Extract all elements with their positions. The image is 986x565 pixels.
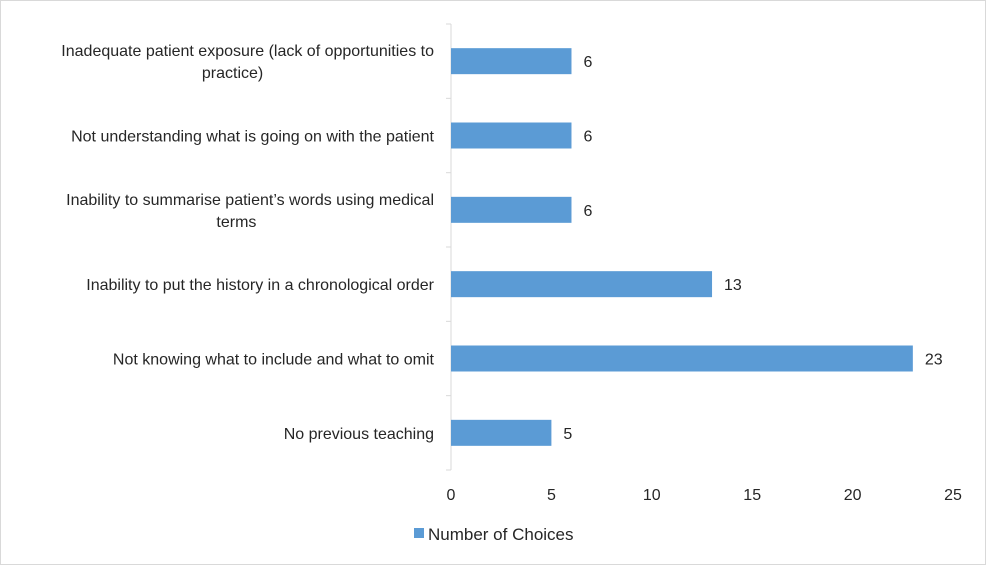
bar	[451, 271, 713, 298]
legend-label: Number of Choices	[428, 525, 574, 544]
x-tick-label: 15	[743, 487, 761, 504]
category-label: No previous teaching	[284, 426, 434, 443]
category-label: Not knowing what to include and what to …	[113, 352, 435, 369]
data-label: 23	[925, 352, 943, 369]
data-label: 6	[583, 54, 592, 71]
x-tick-label: 0	[447, 487, 456, 504]
legend-swatch	[414, 528, 424, 538]
bar	[451, 122, 572, 149]
data-label: 6	[583, 129, 592, 146]
category-label: practice)	[202, 65, 263, 82]
bar	[451, 196, 572, 223]
bar	[451, 48, 572, 75]
data-label: 5	[563, 426, 572, 443]
bar	[451, 419, 552, 446]
category-label: terms	[216, 214, 256, 231]
category-label: Not understanding what is going on with …	[71, 129, 434, 146]
data-label: 13	[724, 277, 742, 294]
category-label: Inability to put the history in a chrono…	[86, 277, 434, 294]
x-tick-label: 5	[547, 487, 556, 504]
bar	[451, 345, 913, 372]
category-label: Inadequate patient exposure (lack of opp…	[61, 43, 434, 60]
x-tick-label: 20	[844, 487, 862, 504]
data-label: 6	[583, 203, 592, 220]
x-tick-label: 25	[944, 487, 962, 504]
x-tick-label: 10	[643, 487, 661, 504]
category-label: Inability to summarise patient’s words u…	[66, 192, 434, 209]
